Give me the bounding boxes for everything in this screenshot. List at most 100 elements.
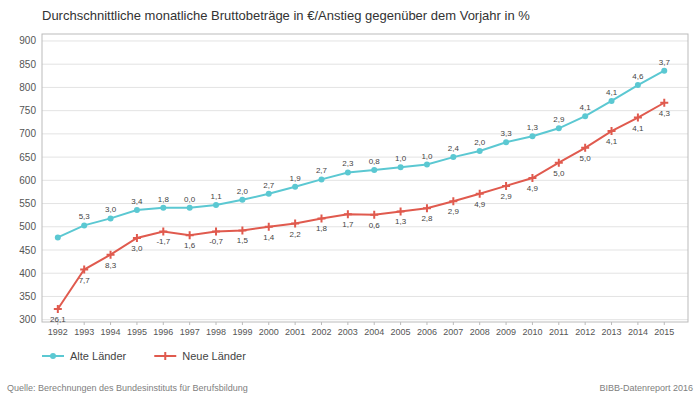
x-tick-label: 2002 [311, 327, 331, 337]
point [634, 114, 642, 122]
change-label: 8,3 [105, 261, 117, 270]
grid-line [42, 273, 688, 274]
change-label: 1,5 [237, 236, 249, 245]
point [608, 127, 616, 135]
point [133, 234, 141, 242]
change-label: 5,0 [553, 169, 565, 178]
y-tick-label: 850 [19, 59, 36, 70]
change-label: 1,8 [316, 224, 328, 233]
x-tick-label: 2005 [391, 327, 411, 337]
grid-line [42, 40, 688, 41]
change-label: 2,0 [237, 187, 249, 196]
grid-line [42, 157, 688, 158]
point [292, 184, 298, 190]
point [423, 204, 431, 212]
point [661, 68, 667, 74]
change-label: 4,1 [606, 88, 618, 97]
change-label: 2,0 [474, 138, 486, 147]
point [476, 190, 484, 198]
grid-line [42, 180, 688, 181]
change-label: 1,0 [395, 154, 407, 163]
grid-line [42, 226, 688, 227]
point [556, 125, 562, 131]
x-tick-label: 2012 [575, 327, 595, 337]
change-label: 2,9 [501, 192, 513, 201]
x-tick [84, 322, 85, 325]
x-tick [479, 322, 480, 325]
y-tick-label: 600 [19, 175, 36, 186]
change-label: -1,7 [156, 237, 170, 246]
change-label: 4,9 [474, 200, 486, 209]
x-tick [637, 322, 638, 325]
change-label: 2,2 [290, 230, 302, 239]
change-label: 2,7 [316, 166, 328, 175]
point [529, 133, 535, 139]
data-area [54, 68, 668, 313]
change-label: 26,1 [50, 315, 66, 324]
change-label: 1,1 [210, 192, 222, 201]
point [477, 148, 483, 154]
x-tick-label: 1999 [232, 327, 252, 337]
x-tick [585, 322, 586, 325]
x-tick [110, 322, 111, 325]
change-label: 2,9 [553, 115, 565, 124]
change-label: 2,3 [342, 159, 354, 168]
x-tick [242, 322, 243, 325]
point [213, 202, 219, 208]
y-tick-label: 550 [19, 198, 36, 209]
point [609, 98, 615, 104]
change-label: 1,0 [421, 152, 433, 161]
point [449, 197, 457, 205]
x-tick-label: 1997 [180, 327, 200, 337]
x-tick [136, 322, 137, 325]
grid-line [42, 87, 688, 88]
point [398, 164, 404, 170]
point [660, 99, 668, 107]
x-tick-label: 2014 [628, 327, 648, 337]
point [581, 144, 589, 152]
x-tick [558, 322, 559, 325]
legend-label: Neue Länder [182, 350, 246, 362]
point [54, 305, 62, 313]
point [317, 214, 325, 222]
point [55, 234, 61, 240]
point [160, 205, 166, 211]
x-tick [189, 322, 190, 325]
change-label: 4,1 [580, 103, 592, 112]
x-tick [347, 322, 348, 325]
legend: Alte LänderNeue Länder [42, 350, 246, 362]
data-labels: 5,33,03,41,80,01,12,02,71,92,72,30,81,01… [50, 58, 670, 324]
x-tick-label: 1998 [206, 327, 226, 337]
x-tick [268, 322, 269, 325]
x-tick-label: 2009 [496, 327, 516, 337]
plot-frame [42, 34, 688, 322]
x-tick-label: 2000 [259, 327, 279, 337]
x-tick-label: 2008 [470, 327, 490, 337]
x-tick [163, 322, 164, 325]
point [187, 205, 193, 211]
change-label: 0,8 [369, 157, 381, 166]
point [424, 162, 430, 168]
x-tick [453, 322, 454, 325]
point [238, 226, 246, 234]
point [503, 139, 509, 145]
change-label: 4,1 [632, 124, 644, 133]
x-tick [400, 322, 401, 325]
x-tick [216, 322, 217, 325]
x-tick [321, 322, 322, 325]
x-tick-label: 2015 [654, 327, 674, 337]
change-label: 4,3 [659, 109, 671, 118]
y-tick-label: 800 [19, 82, 36, 93]
x-tick-label: 1994 [101, 327, 121, 337]
x-tick [426, 322, 427, 325]
change-label: 4,9 [527, 184, 539, 193]
point [318, 176, 324, 182]
point [134, 207, 140, 213]
legend-marker [161, 352, 169, 360]
change-label: 2,8 [421, 214, 433, 223]
point [345, 169, 351, 175]
change-label: 3,7 [659, 58, 671, 67]
change-label: 2,4 [448, 144, 460, 153]
point [502, 182, 510, 190]
y-tick-label: 450 [19, 245, 36, 256]
